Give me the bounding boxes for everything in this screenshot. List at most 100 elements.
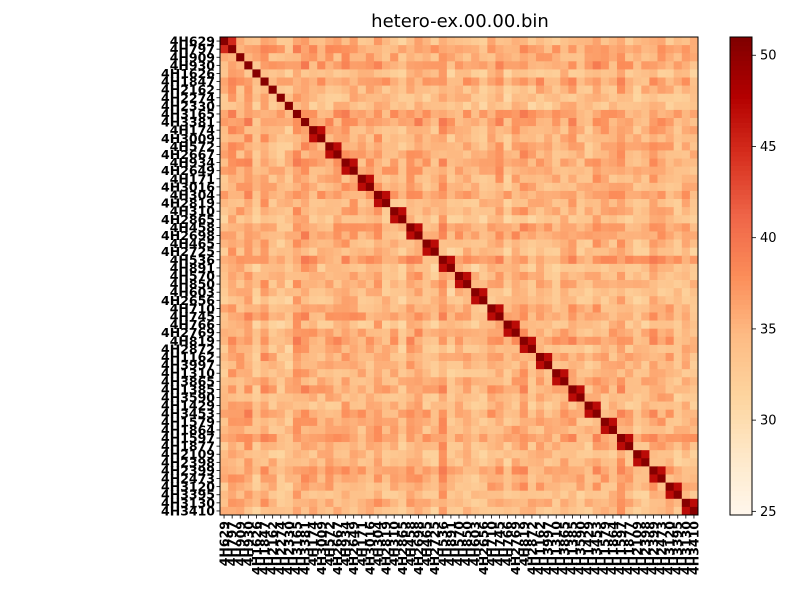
heatmap-cell xyxy=(341,466,350,475)
heatmap-cell xyxy=(633,288,642,297)
heatmap-cell xyxy=(284,109,294,119)
heatmap-cell xyxy=(220,280,229,289)
colorbar-band xyxy=(730,242,752,248)
heatmap-cell xyxy=(649,280,658,289)
heatmap-cell xyxy=(365,482,375,492)
heatmap-cell xyxy=(552,288,561,297)
heatmap-cell xyxy=(463,433,472,443)
heatmap-cell xyxy=(244,134,253,143)
heatmap-cell xyxy=(373,37,383,46)
heatmap-cell xyxy=(600,150,610,159)
heatmap-cell xyxy=(625,263,634,273)
heatmap-cell xyxy=(390,466,399,475)
heatmap-cell xyxy=(657,37,666,46)
heatmap-cell xyxy=(373,425,383,435)
heatmap-cell xyxy=(616,409,626,419)
heatmap-cell xyxy=(600,190,610,200)
heatmap-cell xyxy=(463,263,472,273)
heatmap-cell xyxy=(592,442,602,451)
heatmap-cell xyxy=(365,207,375,216)
heatmap-cell xyxy=(390,255,399,265)
heatmap-cell xyxy=(527,190,537,200)
heatmap-cell xyxy=(552,255,561,265)
heatmap-cell xyxy=(568,77,577,86)
heatmap-cell xyxy=(244,393,253,402)
heatmap-cell xyxy=(236,344,245,354)
heatmap-cell xyxy=(592,231,602,240)
heatmap-cell xyxy=(317,369,326,378)
heatmap-cell xyxy=(495,288,504,297)
heatmap-cell xyxy=(592,53,602,62)
heatmap-cell xyxy=(244,53,253,62)
heatmap-cell xyxy=(519,506,529,516)
heatmap-cell xyxy=(446,215,456,224)
heatmap-cell xyxy=(649,466,658,475)
y-tick-label: 4H3381 xyxy=(161,115,215,130)
heatmap-cell xyxy=(487,207,496,216)
heatmap-cell xyxy=(535,166,545,176)
heatmap-cell xyxy=(454,458,464,467)
heatmap-cell xyxy=(592,417,602,427)
heatmap-cell xyxy=(681,352,691,362)
heatmap-cell xyxy=(220,190,229,200)
heatmap-cell xyxy=(454,215,464,224)
heatmap-cell xyxy=(414,190,423,200)
heatmap-cell xyxy=(276,352,286,362)
heatmap-cell xyxy=(495,174,504,184)
colorbar-band xyxy=(730,266,752,272)
heatmap-cell xyxy=(592,409,602,419)
heatmap-cell xyxy=(454,385,464,394)
heatmap-cell xyxy=(657,450,666,459)
heatmap-cell xyxy=(325,401,334,411)
heatmap-cell xyxy=(560,401,569,411)
heatmap-cell xyxy=(236,466,245,475)
heatmap-cell xyxy=(600,158,610,167)
heatmap-cell xyxy=(284,61,294,70)
heatmap-cell xyxy=(341,361,350,370)
heatmap-cell xyxy=(382,45,391,54)
heatmap-cell xyxy=(438,207,448,216)
y-tick-label: 4H2769 xyxy=(161,325,215,340)
heatmap-cell xyxy=(479,482,488,492)
heatmap-cell xyxy=(633,231,642,240)
heatmap-cell xyxy=(236,207,245,216)
heatmap-cell xyxy=(649,37,658,46)
heatmap-cell xyxy=(284,158,294,167)
heatmap-cell xyxy=(349,61,359,70)
heatmap-cell xyxy=(382,61,391,70)
heatmap-cell xyxy=(479,61,488,70)
heatmap-cell xyxy=(454,263,464,273)
heatmap-cell xyxy=(608,158,618,167)
heatmap-cell xyxy=(535,174,545,184)
heatmap-cell xyxy=(341,118,350,127)
heatmap-cell xyxy=(309,109,318,119)
heatmap-cell xyxy=(220,320,229,330)
heatmap-cell xyxy=(301,433,310,443)
heatmap-cell xyxy=(527,352,537,362)
heatmap-cell xyxy=(260,466,269,475)
heatmap-cell xyxy=(365,271,375,281)
heatmap-cell xyxy=(390,223,399,232)
heatmap-cell xyxy=(244,223,253,232)
colorbar-band xyxy=(730,276,752,282)
heatmap-cell xyxy=(519,288,529,297)
heatmap-cell xyxy=(341,158,350,167)
heatmap-cell xyxy=(365,312,375,321)
heatmap-cell xyxy=(333,320,342,330)
heatmap-cell xyxy=(317,239,326,248)
heatmap-cell xyxy=(479,344,488,354)
heatmap-cell xyxy=(552,442,561,451)
colorbar-band xyxy=(730,366,752,372)
heatmap-cell xyxy=(511,255,521,265)
heatmap-cell xyxy=(487,425,496,435)
heatmap-cell xyxy=(544,118,553,127)
heatmap-cell xyxy=(260,352,269,362)
x-tick-label: 4H3381 xyxy=(298,521,313,575)
heatmap-cell xyxy=(527,37,537,46)
x-tick-label: 4H710 xyxy=(484,521,499,567)
heatmap-cell xyxy=(657,433,666,443)
heatmap-cell xyxy=(535,304,545,313)
heatmap-cell xyxy=(584,377,594,386)
heatmap-cell xyxy=(471,425,480,435)
heatmap-cell xyxy=(228,166,237,176)
